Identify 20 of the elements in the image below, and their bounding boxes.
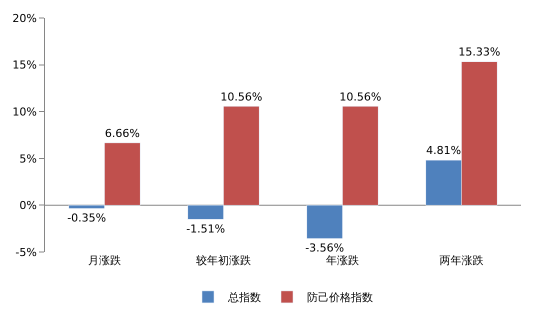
data-label: -1.51% <box>186 222 226 236</box>
data-label: 15.33% <box>458 46 500 59</box>
x-tick-label: 较年初涨跌 <box>196 254 251 267</box>
data-label: 4.81% <box>426 144 462 158</box>
data-label: -3.56% <box>305 242 344 255</box>
y-tick-label: 20% <box>12 12 37 25</box>
y-tick-label: 10% <box>12 105 37 118</box>
y-tick-label: 5% <box>19 152 37 166</box>
x-tick-label: 两年涨跌 <box>440 254 484 267</box>
y-tick-label: -5% <box>15 246 37 259</box>
data-label: 6.66% <box>104 126 140 140</box>
legend-label: 总指数 <box>227 291 261 304</box>
data-label: 10.56% <box>339 90 382 104</box>
legend-label: 防己价格指数 <box>307 291 373 304</box>
x-tick-label: 月涨跌 <box>88 254 121 267</box>
data-label: 10.56% <box>220 90 262 104</box>
x-tick-label: 年涨跌 <box>326 254 359 267</box>
data-label: -0.35% <box>67 211 106 224</box>
y-tick-label: 0% <box>19 199 37 212</box>
y-tick-label: 15% <box>12 58 37 72</box>
